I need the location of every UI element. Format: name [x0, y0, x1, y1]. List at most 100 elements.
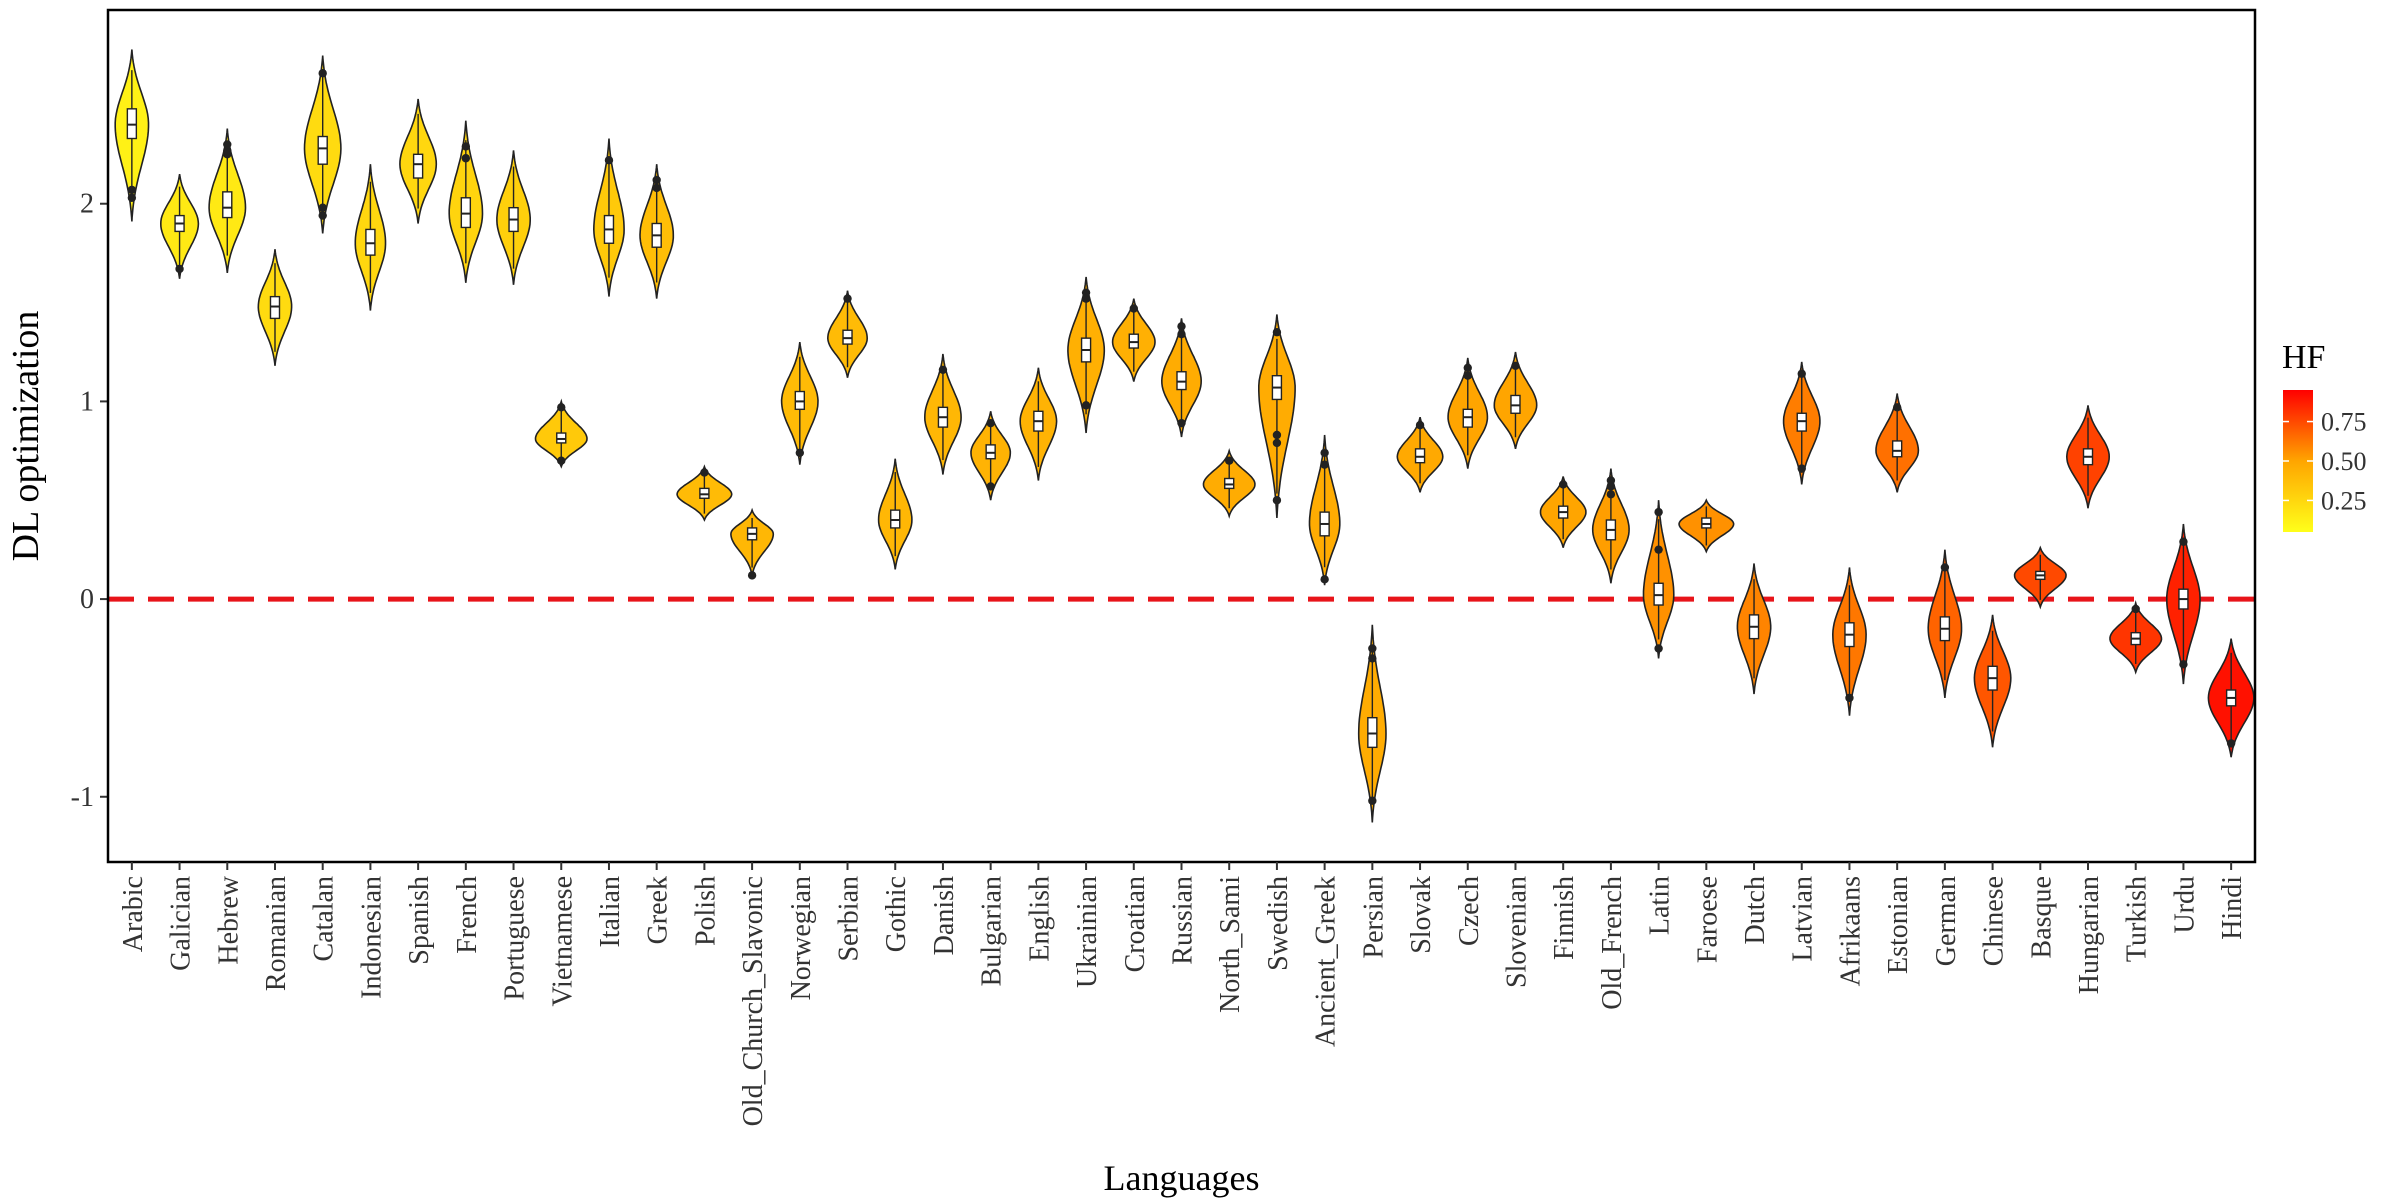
violin-outlier [1415, 420, 1425, 430]
x-tick-label: Latvian [1788, 876, 1819, 962]
x-tick-label: Urdu [2169, 876, 2200, 934]
x-tick-label: Danish [929, 876, 960, 955]
violin-outlier [1654, 644, 1663, 653]
violin-outlier [652, 183, 661, 193]
violin-outlier [1558, 480, 1568, 489]
violin-box [317, 135, 328, 165]
violin-chinese [1973, 614, 2012, 748]
violin-finnish [1539, 476, 1587, 548]
violin-english [1019, 367, 1058, 481]
x-axis-title: Languages [1104, 1158, 1260, 1198]
violin-outlier [2179, 537, 2188, 546]
violin-persian [1357, 624, 1387, 823]
x-tick-label: Old_French [1597, 876, 1628, 1010]
x-tick-label: Estonian [1883, 876, 1914, 974]
x-tick-label: German [1931, 876, 1962, 966]
violin-slovak [1396, 416, 1444, 493]
violin-arabic [114, 49, 150, 222]
x-tick-label: Portuguese [500, 876, 531, 1000]
violin-outlier [1272, 328, 1282, 337]
violin-outlier [557, 456, 566, 465]
violin-outlier [1225, 456, 1234, 465]
violin-outlier [318, 203, 327, 212]
violin-outlier [223, 140, 232, 149]
violin-box [222, 191, 233, 219]
legend-tick-label: 0.50 [2321, 447, 2367, 476]
violin-german [1927, 549, 1963, 698]
violin-outlier [1320, 575, 1329, 584]
violin-danish [923, 353, 962, 475]
violin-outlier [938, 365, 948, 374]
violin-outlier [1081, 294, 1091, 303]
violin-dutch [1736, 563, 1772, 695]
violin-afrikaans [1831, 567, 1867, 716]
x-tick-label: Hindi [2217, 876, 2248, 940]
violin-outlier [1129, 304, 1138, 313]
violin-outlier [1940, 563, 1950, 572]
violin-outlier [986, 482, 995, 491]
x-tick-label: Slovenian [1501, 876, 1532, 988]
x-tick-label: Persian [1358, 876, 1389, 958]
x-tick-label: Czech [1454, 876, 1485, 946]
violin-outlier [1177, 322, 1186, 331]
violin-outlier [843, 294, 852, 303]
violin-outlier [2226, 739, 2236, 748]
violin-outlier [1368, 654, 1377, 663]
x-tick-label: French [452, 876, 483, 954]
violin-outlier [318, 211, 327, 220]
violin-romanian [257, 249, 293, 366]
violin-outlier [127, 193, 137, 202]
violin-outlier [652, 175, 661, 185]
hf-legend: HF 0.75 0.50 0.25 [2282, 339, 2367, 532]
violin-outlier [604, 156, 614, 165]
violin-outlier [1177, 418, 1186, 428]
violin-basque [2013, 545, 2067, 610]
violin-outlier [2131, 604, 2140, 614]
x-tick-label: Turkish [2122, 876, 2153, 962]
violin-outlier [1081, 401, 1091, 410]
violins [114, 49, 2255, 823]
violin-portuguese [496, 150, 531, 285]
violin-slovenian [1493, 351, 1538, 449]
x-tick-label: Old_Church_Slavonic [738, 876, 769, 1126]
y-axis-title: DL optimization [5, 311, 47, 562]
x-tick-label: Bulgarian [977, 876, 1008, 986]
x-tick-label: Italian [595, 876, 626, 948]
x-tick-label: Slovak [1406, 876, 1437, 954]
violin-outlier [1606, 490, 1616, 499]
x-tick-label: Arabic [118, 876, 149, 952]
violin-hungarian [2065, 405, 2111, 509]
x-tick-label: Vietnamese [547, 876, 578, 1006]
x-tick-label: North_Sami [1215, 876, 1246, 1013]
x-tick-label: Faroese [1692, 876, 1723, 963]
violin-ukrainian [1067, 276, 1106, 434]
violin-outlier [1606, 476, 1616, 485]
violin-hindi [2207, 638, 2255, 758]
violin-croatian [1111, 298, 1156, 382]
violin-outlier [2179, 660, 2188, 669]
violin-outlier [1797, 369, 1806, 378]
violin-catalan [303, 55, 342, 234]
violin-turkish [2109, 600, 2163, 675]
x-tick-label: Spanish [404, 876, 435, 965]
violin-outlier [1368, 796, 1377, 805]
x-tick-label: Polish [690, 876, 721, 946]
violin-urdu [2166, 523, 2201, 685]
violin-outlier [1511, 361, 1520, 371]
violin-old-church-slavonic [730, 507, 775, 580]
x-tick-label: Hungarian [2074, 876, 2105, 994]
y-tick-label: 0 [80, 584, 94, 615]
violin-outlier [318, 69, 327, 78]
violin-north-sami [1202, 447, 1256, 519]
violin-outlier [1797, 464, 1806, 473]
y-axis: -1 0 1 2 [71, 189, 108, 813]
violin-italian [592, 138, 625, 297]
violin-latin [1642, 500, 1675, 659]
violin-outlier [700, 468, 709, 477]
violin-outlier [1272, 438, 1282, 448]
violin-galician [159, 173, 200, 279]
violin-outlier [1272, 496, 1282, 505]
violin-outlier [747, 571, 757, 580]
violin-outlier [557, 403, 566, 412]
x-tick-label: Chinese [1979, 876, 2010, 966]
